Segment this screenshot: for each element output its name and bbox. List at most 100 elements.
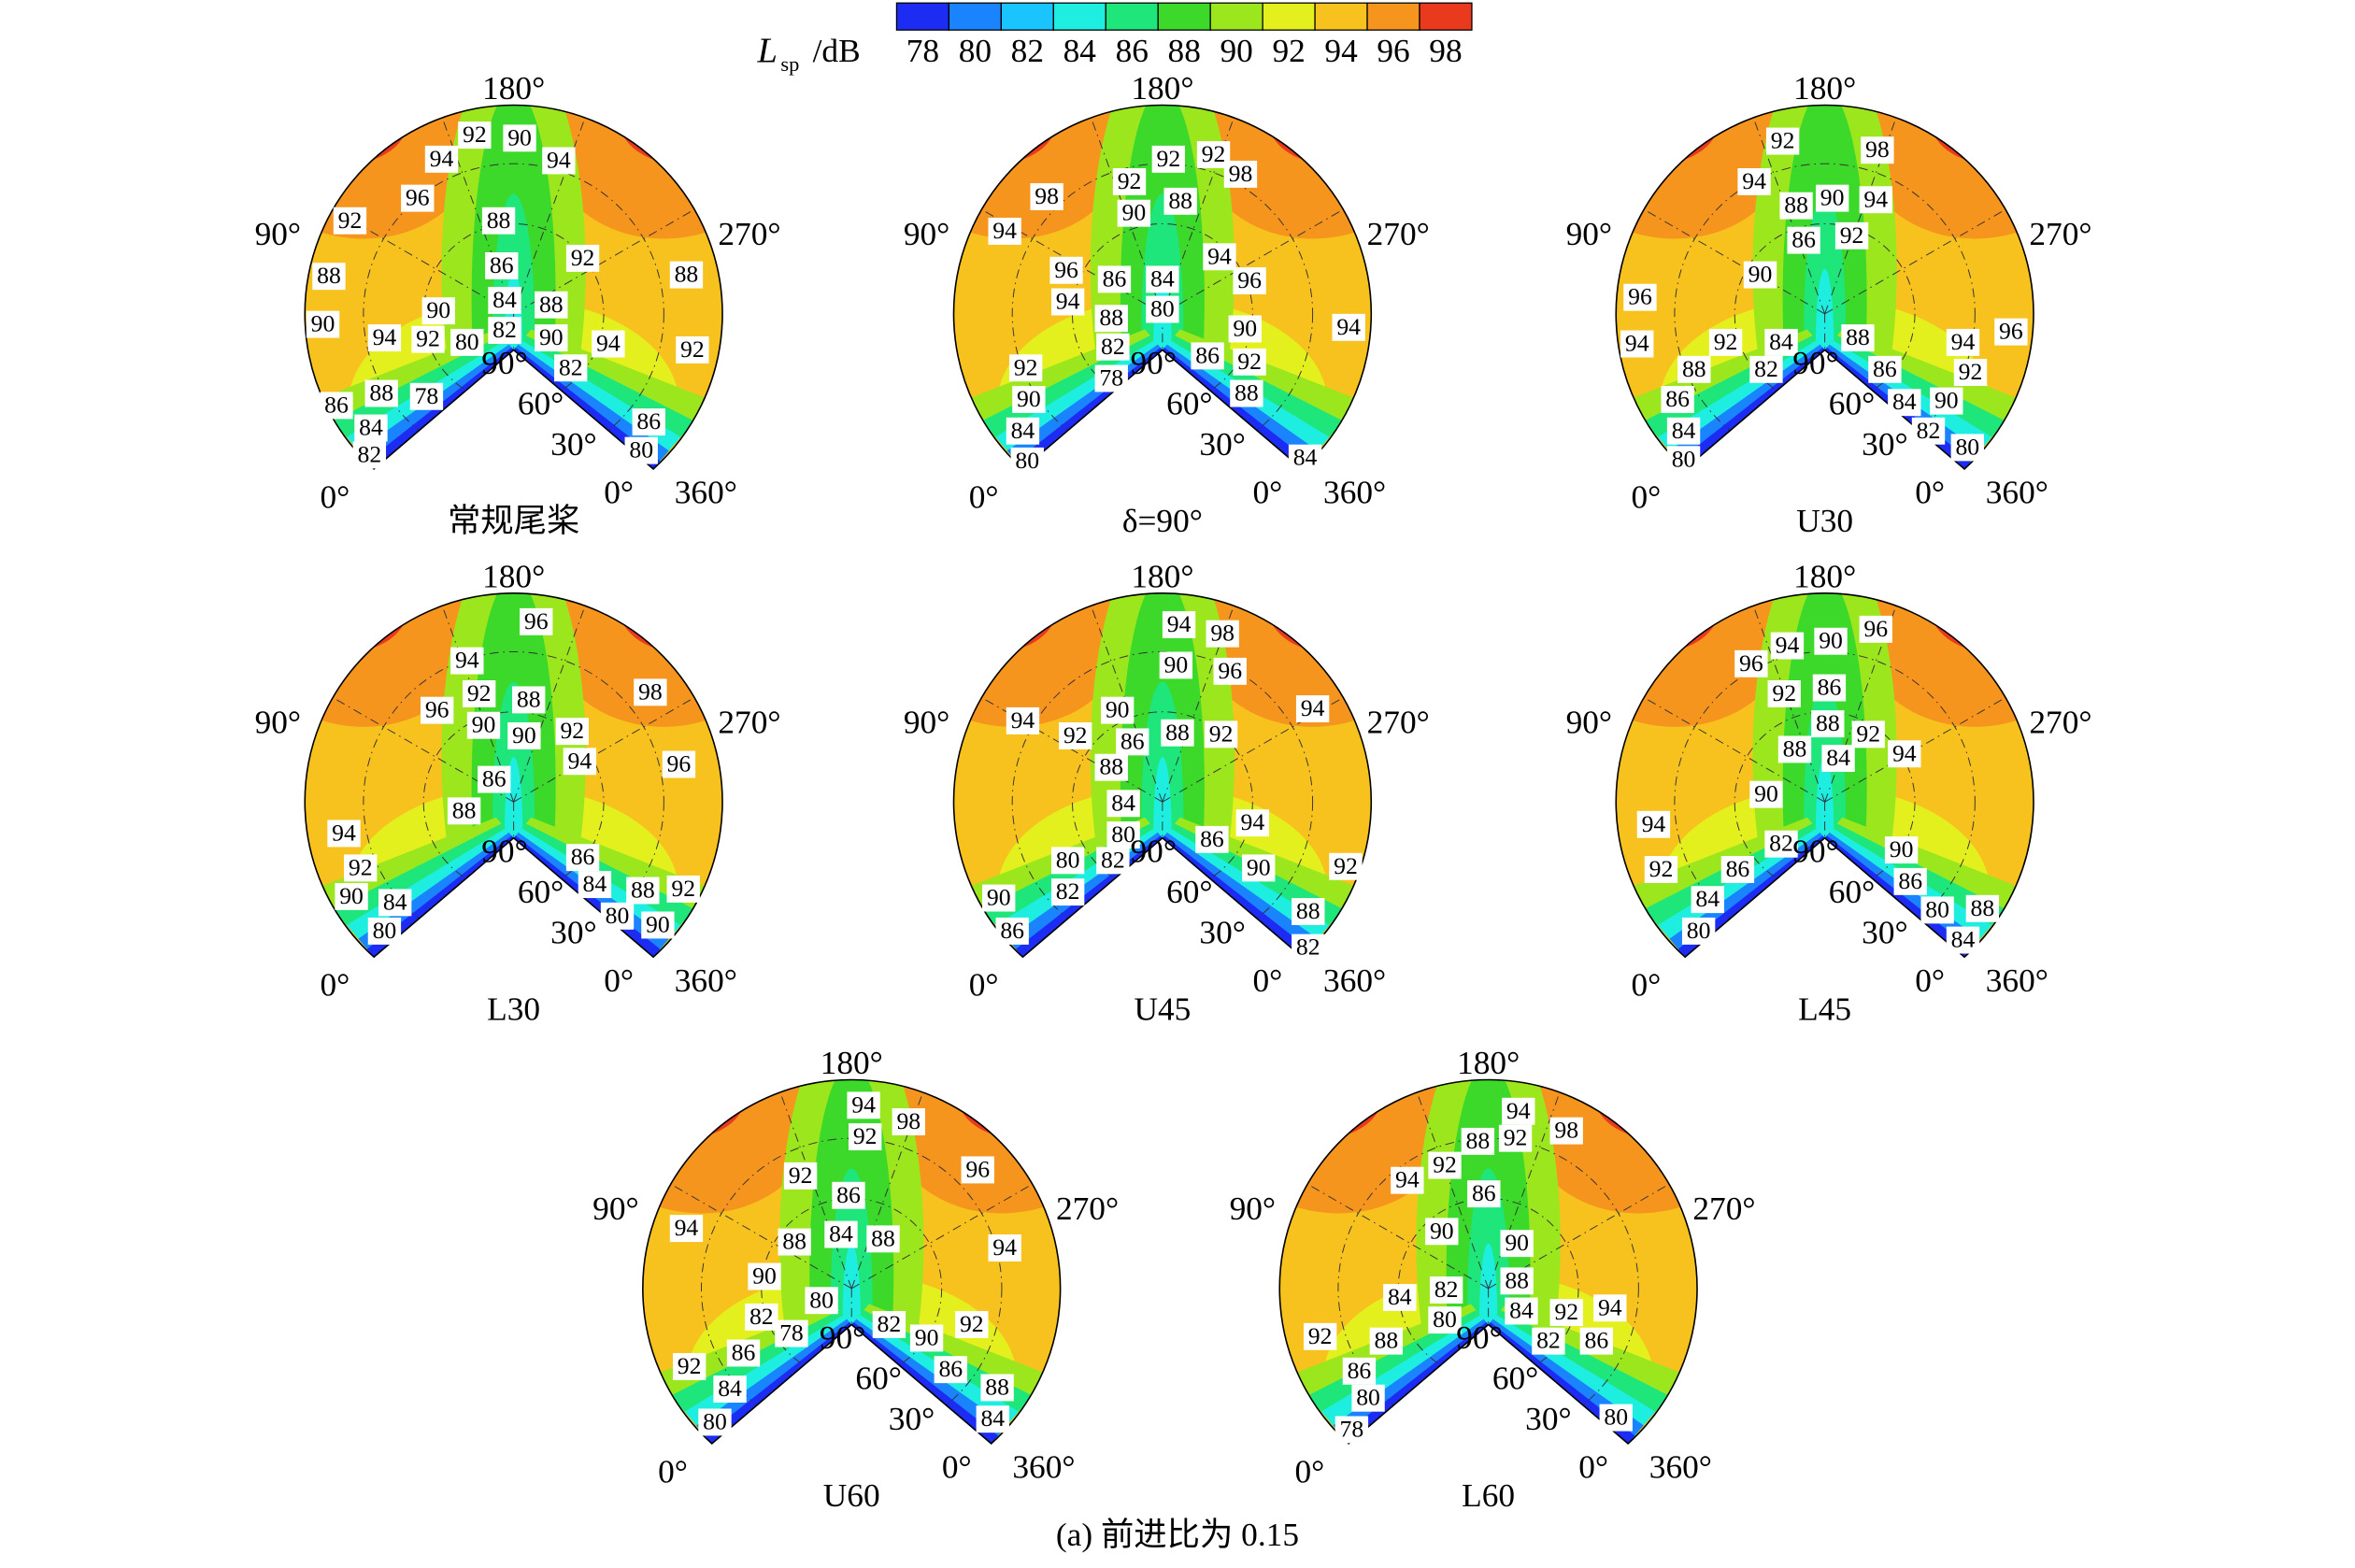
contour-label: 88 bbox=[1846, 323, 1870, 350]
contour-label-box bbox=[1012, 386, 1046, 413]
field-band bbox=[1593, 1079, 1698, 1139]
contour-label: 98 bbox=[1035, 182, 1059, 209]
colorbar-label-unit: /dB bbox=[813, 32, 861, 69]
angle-label: 90° bbox=[255, 703, 301, 740]
contour-label-box bbox=[1050, 878, 1085, 906]
field-band bbox=[642, 1079, 747, 1139]
contour-label-box bbox=[1369, 1327, 1404, 1355]
contour-label-box bbox=[1743, 261, 1777, 289]
angle-label: 30° bbox=[889, 1400, 935, 1437]
contour-label: 88 bbox=[1099, 304, 1123, 331]
angle-label: 90° bbox=[820, 1319, 865, 1356]
field-band bbox=[1616, 592, 1788, 727]
contour-label-box bbox=[1006, 417, 1040, 445]
angle-label: 60° bbox=[1492, 1360, 1538, 1397]
field-band bbox=[953, 105, 1125, 239]
contour-label: 88 bbox=[1783, 734, 1807, 762]
contour-label: 86 bbox=[1195, 341, 1220, 368]
contour-label-box bbox=[1500, 1267, 1534, 1295]
field-band bbox=[1267, 105, 1372, 164]
contour-label: 94 bbox=[1167, 610, 1192, 637]
angle-label: 30° bbox=[550, 913, 596, 950]
contour-label: 90 bbox=[915, 1323, 939, 1350]
angle-label: 90° bbox=[1566, 215, 1612, 252]
contour-label: 82 bbox=[1101, 333, 1125, 360]
angle-label: 90° bbox=[592, 1190, 638, 1227]
plot-title: L30 bbox=[487, 990, 540, 1027]
contour-label: 88 bbox=[675, 261, 699, 288]
contour-label-box bbox=[1737, 167, 1771, 195]
contour-label: 86 bbox=[938, 1355, 963, 1382]
angle-label: 90° bbox=[1131, 833, 1177, 870]
contour-label-box bbox=[488, 317, 521, 345]
contour-label: 88 bbox=[631, 877, 655, 904]
polar-grid bbox=[1306, 1183, 1489, 1290]
contour-label: 86 bbox=[571, 843, 595, 870]
contour-field bbox=[1279, 1079, 1698, 1444]
contour-label-box bbox=[1049, 256, 1083, 284]
contour-label-box bbox=[1505, 1297, 1538, 1325]
contour-label: 80 bbox=[629, 436, 653, 463]
contour-label-box bbox=[555, 718, 589, 746]
field-band bbox=[953, 592, 1058, 652]
contour-label: 82 bbox=[1101, 846, 1125, 873]
contour-label: 94 bbox=[567, 747, 592, 774]
contour-label: 90 bbox=[1754, 780, 1778, 807]
contour-label-box bbox=[1233, 267, 1266, 294]
contour-label: 96 bbox=[1054, 256, 1078, 283]
contour-label: 90 bbox=[987, 884, 1011, 911]
contour-label: 84 bbox=[1892, 388, 1917, 415]
angle-label: 270° bbox=[1367, 215, 1430, 252]
contour-label: 80 bbox=[606, 902, 630, 929]
contour-label-box bbox=[1888, 389, 1921, 417]
contour-label-box bbox=[535, 291, 568, 319]
contour-label-box bbox=[1930, 387, 1963, 415]
plot-outline bbox=[304, 592, 723, 959]
contour-label: 82 bbox=[1434, 1276, 1459, 1303]
contour-label: 88 bbox=[517, 685, 541, 712]
angle-label: 60° bbox=[518, 385, 564, 422]
contour-label-box bbox=[1461, 1127, 1495, 1155]
contour-label-box bbox=[485, 251, 519, 279]
contour-label-box bbox=[1749, 355, 1783, 383]
contour-label-box bbox=[1498, 1124, 1533, 1152]
polar-grid bbox=[1162, 606, 1235, 803]
contour-label-box bbox=[748, 1262, 781, 1290]
contour-label-box bbox=[1006, 706, 1040, 734]
contour-label-box bbox=[1950, 434, 1984, 462]
contour-label-box bbox=[726, 1339, 761, 1367]
contour-label-box bbox=[624, 436, 658, 464]
contour-label-box bbox=[1303, 1322, 1337, 1350]
contour-label-box bbox=[478, 765, 511, 793]
contour-label: 88 bbox=[1816, 709, 1840, 736]
angle-label: 0° bbox=[1631, 478, 1661, 515]
contour-label-box bbox=[662, 750, 696, 778]
contour-label: 94 bbox=[455, 647, 479, 674]
colorbar-tick-label: 88 bbox=[1168, 32, 1201, 69]
contour-label-box bbox=[507, 722, 541, 749]
contour-label: 94 bbox=[373, 323, 397, 350]
contour-label: 94 bbox=[547, 146, 571, 173]
contour-label-box bbox=[976, 1405, 1009, 1433]
angle-label: 270° bbox=[1367, 703, 1430, 740]
contour-label-box bbox=[1946, 926, 1980, 954]
contour-label-box bbox=[466, 711, 501, 739]
colorbar-tick-label: 78 bbox=[906, 32, 939, 69]
contour-label-box bbox=[1859, 615, 1892, 643]
contour-label: 90 bbox=[1106, 696, 1130, 723]
contour-label: 94 bbox=[1240, 808, 1264, 835]
contour-label: 92 bbox=[1209, 720, 1234, 747]
contour-label: 92 bbox=[1156, 145, 1180, 172]
field-band bbox=[956, 1079, 1061, 1139]
angle-label: 60° bbox=[855, 1360, 901, 1397]
contour-label-box bbox=[1059, 722, 1092, 749]
angle-label: 0° bbox=[969, 478, 999, 515]
contour-label: 88 bbox=[1375, 1327, 1399, 1354]
polar-grid bbox=[1824, 117, 1897, 315]
angle-label: 90° bbox=[255, 215, 301, 252]
angle-label: 180° bbox=[1131, 557, 1193, 594]
contour-label-box bbox=[669, 261, 704, 289]
contour-label-box bbox=[1811, 710, 1845, 738]
angle-label: 180° bbox=[1457, 1044, 1520, 1081]
angle-label: 360° bbox=[1012, 1447, 1075, 1485]
